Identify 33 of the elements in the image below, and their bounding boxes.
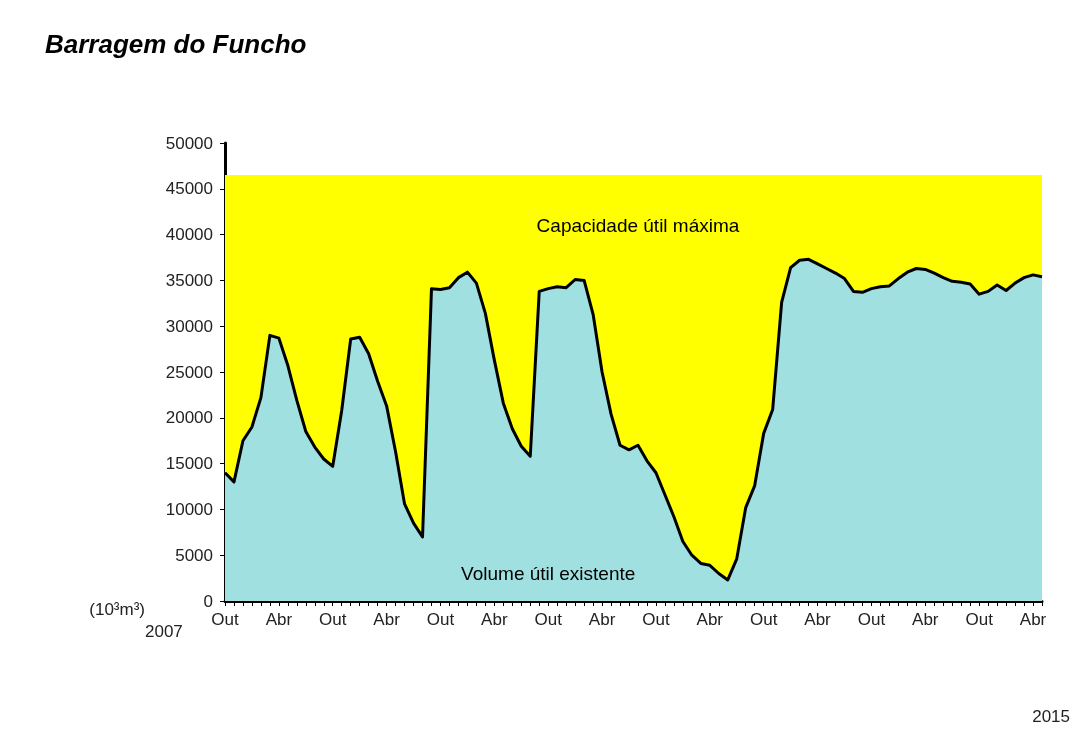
x-tick-label: Out: [749, 610, 778, 629]
x-tick-label: Out: [319, 610, 347, 629]
y-tick-label: 25000: [165, 362, 213, 382]
x-tick-label: Abr: [696, 610, 724, 629]
x-tick-label: Out: [211, 610, 239, 629]
x-tick-label: Abr: [373, 610, 401, 629]
y-tick-label: 20000: [165, 408, 213, 428]
y-tick-label: 30000: [165, 316, 213, 336]
y-tick-label: 0: [203, 591, 213, 611]
y-tick-label: 15000: [165, 454, 213, 474]
y-tick-label: 40000: [165, 225, 213, 245]
text: 2015: [1032, 706, 1070, 726]
x-tick-label: Abr: [804, 610, 832, 629]
x-tick-label: Out: [857, 610, 886, 629]
y-tick-label: 10000: [165, 499, 213, 519]
chart-title: Barragem do Funcho: [45, 29, 307, 59]
x-tick-label: Abr: [912, 610, 939, 629]
y-axis-title: (10³m³): [89, 600, 145, 619]
x-tick-label: Out: [642, 610, 670, 629]
y-tick-label: 45000: [165, 179, 213, 199]
x-tick-label: Out: [426, 610, 455, 629]
x-tick-label: Abr: [481, 610, 508, 629]
x-tick-label: Abr: [588, 610, 616, 629]
y-tick-label: 35000: [165, 270, 213, 290]
x-tick-label: Abr: [265, 610, 293, 629]
x-tick-label: Out: [534, 610, 563, 629]
series-label: Capacidade útil máxima: [536, 214, 740, 236]
x-tick-label: Out: [965, 610, 994, 629]
x-tick-label: Abr: [1019, 610, 1047, 629]
series-label: Volume útil existente: [461, 563, 636, 585]
y-tick-label: 5000: [175, 545, 213, 565]
y-tick-label: 50000: [165, 133, 213, 153]
text: 2007: [145, 621, 183, 641]
